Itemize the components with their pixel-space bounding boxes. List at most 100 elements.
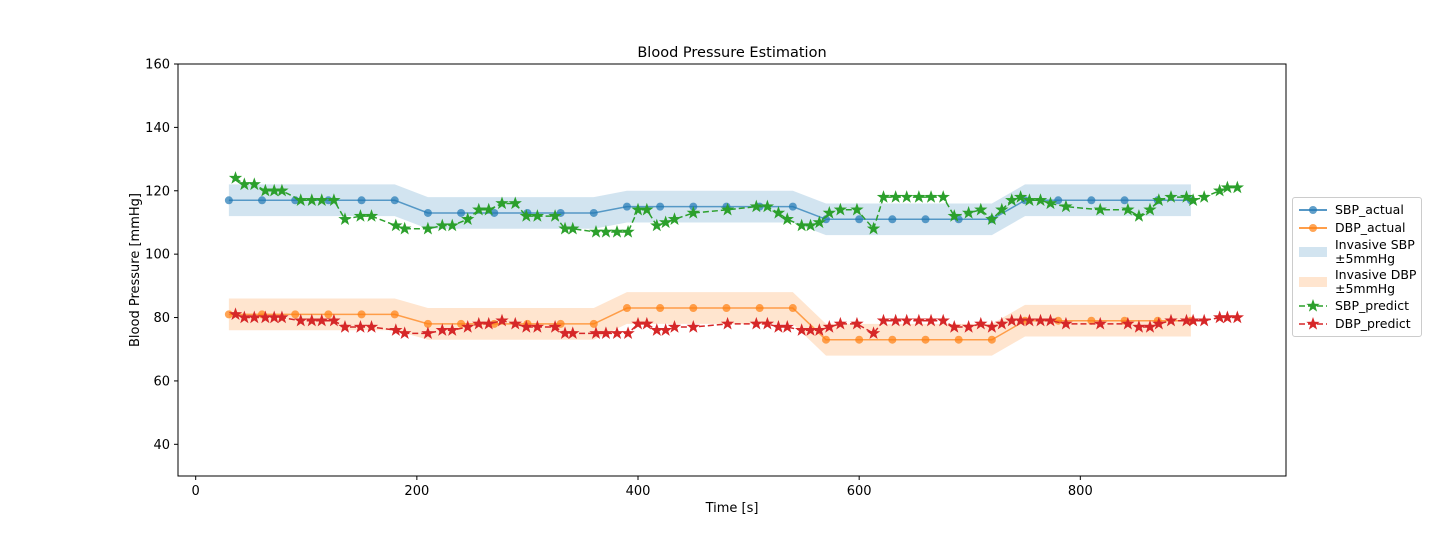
marker xyxy=(866,221,881,235)
y-tick-label: 40 xyxy=(153,438,170,453)
marker xyxy=(1093,202,1107,216)
marker xyxy=(324,310,333,319)
marker xyxy=(315,313,329,327)
marker xyxy=(621,224,635,238)
marker xyxy=(1087,316,1096,325)
marker xyxy=(985,320,999,333)
marker xyxy=(364,320,379,333)
marker xyxy=(650,323,664,336)
marker xyxy=(1005,193,1019,206)
marker xyxy=(803,218,818,232)
x-tick-label: 600 xyxy=(847,484,872,499)
marker xyxy=(558,221,572,235)
marker xyxy=(780,212,794,225)
marker xyxy=(640,202,654,216)
marker xyxy=(720,316,735,330)
marker xyxy=(954,335,963,344)
marker xyxy=(389,323,403,336)
marker xyxy=(237,177,251,191)
marker xyxy=(519,209,533,222)
legend-icon xyxy=(1309,206,1317,214)
x-tick-label: 800 xyxy=(1068,484,1093,499)
legend-icon xyxy=(1299,247,1327,257)
marker xyxy=(1022,193,1037,206)
marker xyxy=(610,326,624,340)
y-tick-label: 120 xyxy=(145,184,170,199)
marker xyxy=(435,218,449,232)
marker xyxy=(530,320,545,333)
marker xyxy=(821,335,830,344)
marker xyxy=(888,215,897,224)
marker xyxy=(389,218,403,232)
marker xyxy=(1132,320,1146,333)
marker xyxy=(889,190,903,203)
marker xyxy=(1033,313,1048,327)
marker xyxy=(1143,320,1157,333)
marker xyxy=(338,212,352,225)
marker xyxy=(1121,202,1135,216)
marker xyxy=(961,205,976,219)
marker xyxy=(985,212,999,225)
y-axis-label: Blood Pressure [mmHg] xyxy=(128,193,143,347)
marker xyxy=(760,199,775,213)
marker xyxy=(548,320,562,333)
marker xyxy=(589,319,598,328)
marker xyxy=(390,196,399,205)
marker xyxy=(228,307,243,321)
marker xyxy=(780,320,794,333)
marker xyxy=(947,320,961,333)
marker xyxy=(1143,202,1157,216)
marker xyxy=(1230,180,1244,194)
marker xyxy=(822,320,836,333)
marker xyxy=(656,304,665,313)
marker xyxy=(1179,190,1194,203)
marker xyxy=(472,202,486,216)
marker xyxy=(1197,313,1211,327)
marker xyxy=(275,183,289,197)
marker xyxy=(749,199,763,213)
marker xyxy=(812,323,827,336)
legend-entry: DBP_actual xyxy=(1293,219,1421,237)
band xyxy=(228,184,1191,236)
marker xyxy=(855,335,864,344)
chart-title: Blood Pressure Estimation xyxy=(637,45,826,61)
legend-icon xyxy=(1306,299,1320,312)
marker xyxy=(659,323,673,336)
marker xyxy=(760,316,775,330)
marker xyxy=(530,209,545,222)
marker xyxy=(258,196,267,205)
marker xyxy=(1220,310,1235,324)
x-tick-label: 0 xyxy=(192,484,200,499)
marker xyxy=(722,304,731,313)
marker xyxy=(1043,196,1058,210)
marker xyxy=(294,193,308,206)
marker xyxy=(640,316,654,330)
marker xyxy=(622,202,631,211)
marker xyxy=(622,304,631,313)
marker xyxy=(1022,313,1037,327)
plot-area xyxy=(224,171,1244,356)
legend-label: Invasive SBP ±5mmHg xyxy=(1335,237,1415,266)
marker xyxy=(995,202,1009,216)
marker xyxy=(421,326,435,340)
marker xyxy=(445,218,459,232)
marker xyxy=(855,215,864,224)
marker xyxy=(621,326,635,340)
legend-icon xyxy=(1306,317,1320,330)
marker xyxy=(833,316,848,330)
marker xyxy=(1164,190,1178,203)
marker xyxy=(1213,310,1227,324)
marker xyxy=(795,218,809,232)
y-tick-label: 80 xyxy=(153,311,170,326)
x-tick-label: 400 xyxy=(626,484,651,499)
marker xyxy=(631,202,645,216)
marker xyxy=(1152,193,1166,206)
marker xyxy=(921,215,930,224)
marker xyxy=(1013,190,1028,203)
marker xyxy=(258,183,273,197)
marker xyxy=(686,320,700,333)
legend-label: SBP_actual xyxy=(1335,202,1404,217)
band xyxy=(228,292,1191,356)
legend-label: SBP_predict xyxy=(1335,298,1409,313)
